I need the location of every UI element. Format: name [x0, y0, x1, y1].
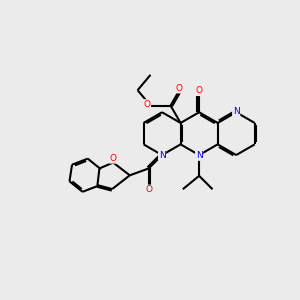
- Text: O: O: [143, 100, 150, 109]
- Text: O: O: [146, 185, 153, 194]
- Text: N: N: [159, 151, 165, 160]
- Text: N: N: [196, 151, 202, 160]
- Text: O: O: [196, 86, 202, 95]
- Text: O: O: [176, 84, 182, 93]
- Text: O: O: [110, 154, 117, 163]
- Text: N: N: [233, 107, 240, 116]
